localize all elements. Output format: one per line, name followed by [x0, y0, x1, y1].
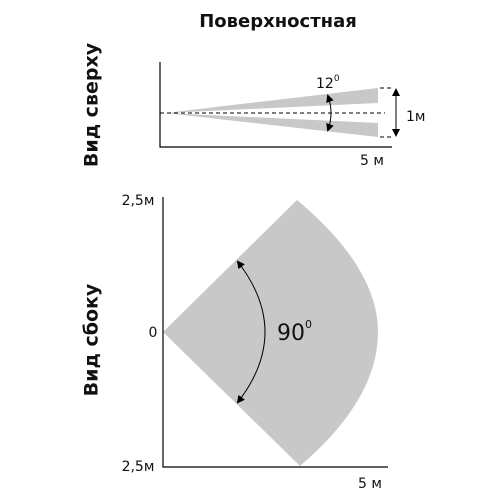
distance-label: 5 м [360, 153, 384, 169]
angle-value: 90 [277, 321, 305, 346]
top-view [159, 62, 400, 148]
distance-label: 5 м [358, 476, 382, 492]
side-view [162, 197, 388, 468]
origin: 0 [149, 325, 158, 341]
bottom-limit: 2,5м [122, 459, 155, 475]
title: Поверхностная [199, 11, 357, 32]
width-label: 1м [406, 109, 425, 125]
top-limit: 2,5м [122, 193, 155, 209]
top-angle: 120 [316, 74, 340, 93]
top-view-label: Вид сверху [81, 42, 103, 167]
angle-unit: 0 [334, 74, 340, 84]
angle-unit: 0 [305, 318, 312, 331]
side-view-label: Вид сбоку [81, 283, 103, 396]
angle-value: 12 [316, 76, 334, 92]
side-angle: 900 [277, 318, 312, 346]
